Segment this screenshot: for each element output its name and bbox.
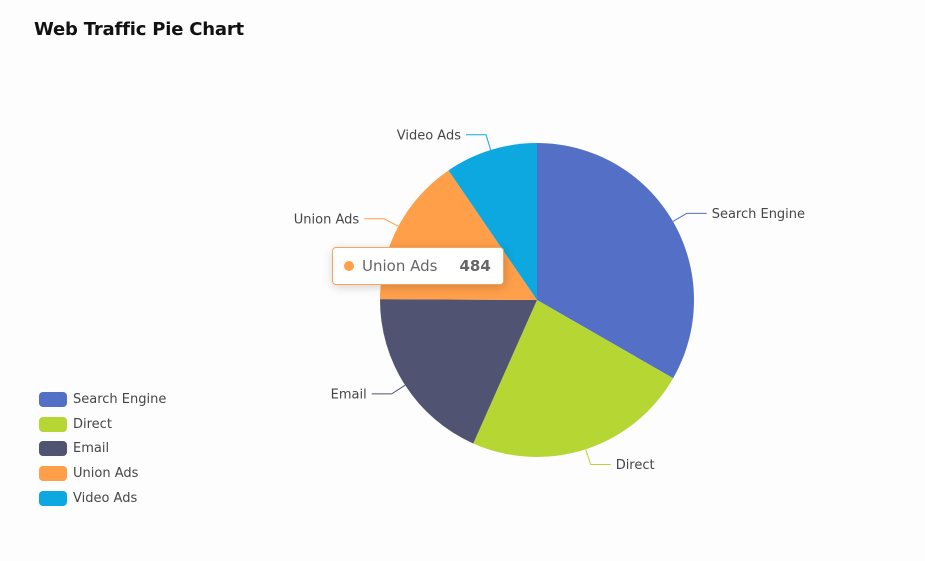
leader-line-search-engine xyxy=(672,212,707,222)
legend-label: Search Engine xyxy=(73,391,167,407)
pie-slices xyxy=(379,143,694,457)
legend-label: Direct xyxy=(73,416,112,432)
pie-slice-direct[interactable] xyxy=(473,300,674,457)
legend-item-video-ads[interactable]: Video Ads xyxy=(39,486,166,511)
legend-swatch xyxy=(39,391,67,407)
tooltip-series-value: 484 xyxy=(459,257,491,275)
legend-swatch xyxy=(39,466,67,482)
legend-label: Video Ads xyxy=(73,490,138,506)
chart-legend: Search Engine Direct Email Union Ads Video A… xyxy=(39,387,166,511)
legend-swatch xyxy=(39,416,67,432)
pie-slice-video-ads[interactable] xyxy=(448,143,537,300)
tooltip-series-name: Union Ads xyxy=(362,257,438,275)
tooltip-color-dot xyxy=(344,261,354,271)
pie-slice-email[interactable] xyxy=(379,299,537,444)
legend-item-union-ads[interactable]: Union Ads xyxy=(39,461,166,486)
slice-label-search-engine: Search Engine xyxy=(712,207,805,222)
leader-line-union-ads xyxy=(364,218,399,227)
legend-item-search-engine[interactable]: Search Engine xyxy=(39,387,166,412)
legend-label: Email xyxy=(73,441,110,457)
leader-line-video-ads xyxy=(466,134,492,151)
legend-swatch xyxy=(39,441,67,457)
page-title: Web Traffic Pie Chart xyxy=(34,19,244,40)
label-leader-lines xyxy=(364,134,707,465)
pie-slice-search-engine[interactable] xyxy=(537,143,694,379)
chart-tooltip: Union Ads 484 xyxy=(332,247,504,285)
slice-label-video-ads: Video Ads xyxy=(397,128,461,143)
legend-label: Union Ads xyxy=(73,466,139,482)
legend-item-direct[interactable]: Direct xyxy=(39,412,166,437)
leader-line-email xyxy=(371,384,406,395)
legend-item-email[interactable]: Email xyxy=(39,437,166,462)
slice-label-email: Email xyxy=(331,387,367,402)
legend-swatch xyxy=(39,490,67,506)
leader-line-direct xyxy=(585,449,611,465)
slice-labels: Search Engine Direct Email Union Ads Video A… xyxy=(294,128,805,473)
slice-label-union-ads: Union Ads xyxy=(294,212,360,227)
slice-label-direct: Direct xyxy=(616,458,655,473)
